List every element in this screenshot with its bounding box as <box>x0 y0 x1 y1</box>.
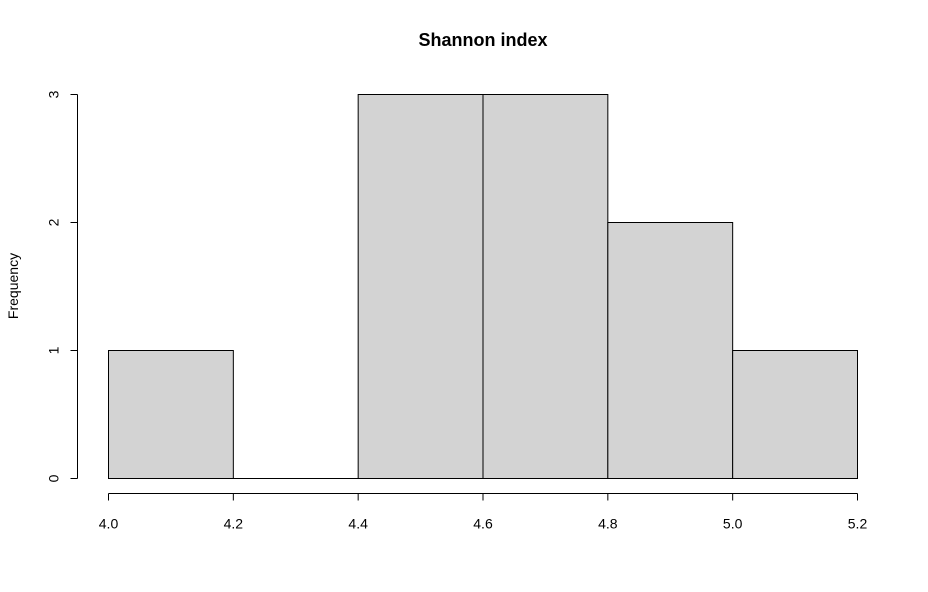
x-tick-label: 4.8 <box>598 516 618 532</box>
x-tick-label: 4.6 <box>473 516 493 532</box>
x-tick-label: 4.2 <box>224 516 244 532</box>
histogram-bar-0 <box>108 350 234 479</box>
y-axis: 0 1 2 3 <box>46 90 78 482</box>
histogram-bar-2 <box>357 94 484 479</box>
y-tick-label: 3 <box>46 90 62 98</box>
x-tick-label: 5.2 <box>848 516 868 532</box>
y-axis-label: Frequency <box>5 253 21 319</box>
bars-group <box>108 94 859 479</box>
x-tick-label: 4.0 <box>99 516 119 532</box>
histogram-bar-3 <box>482 94 609 479</box>
x-tick-label: 5.0 <box>723 516 743 532</box>
histogram-bar-4 <box>607 222 734 479</box>
x-axis: 4.0 4.2 4.4 4.6 4.8 5.0 5.2 <box>99 493 868 532</box>
y-tick-label: 0 <box>46 474 62 482</box>
chart-title: Shannon index <box>418 30 547 50</box>
histogram-bar-5 <box>732 350 859 479</box>
x-tick-label: 4.4 <box>348 516 368 532</box>
y-tick-label: 2 <box>46 218 62 226</box>
y-tick-label: 1 <box>46 346 62 354</box>
